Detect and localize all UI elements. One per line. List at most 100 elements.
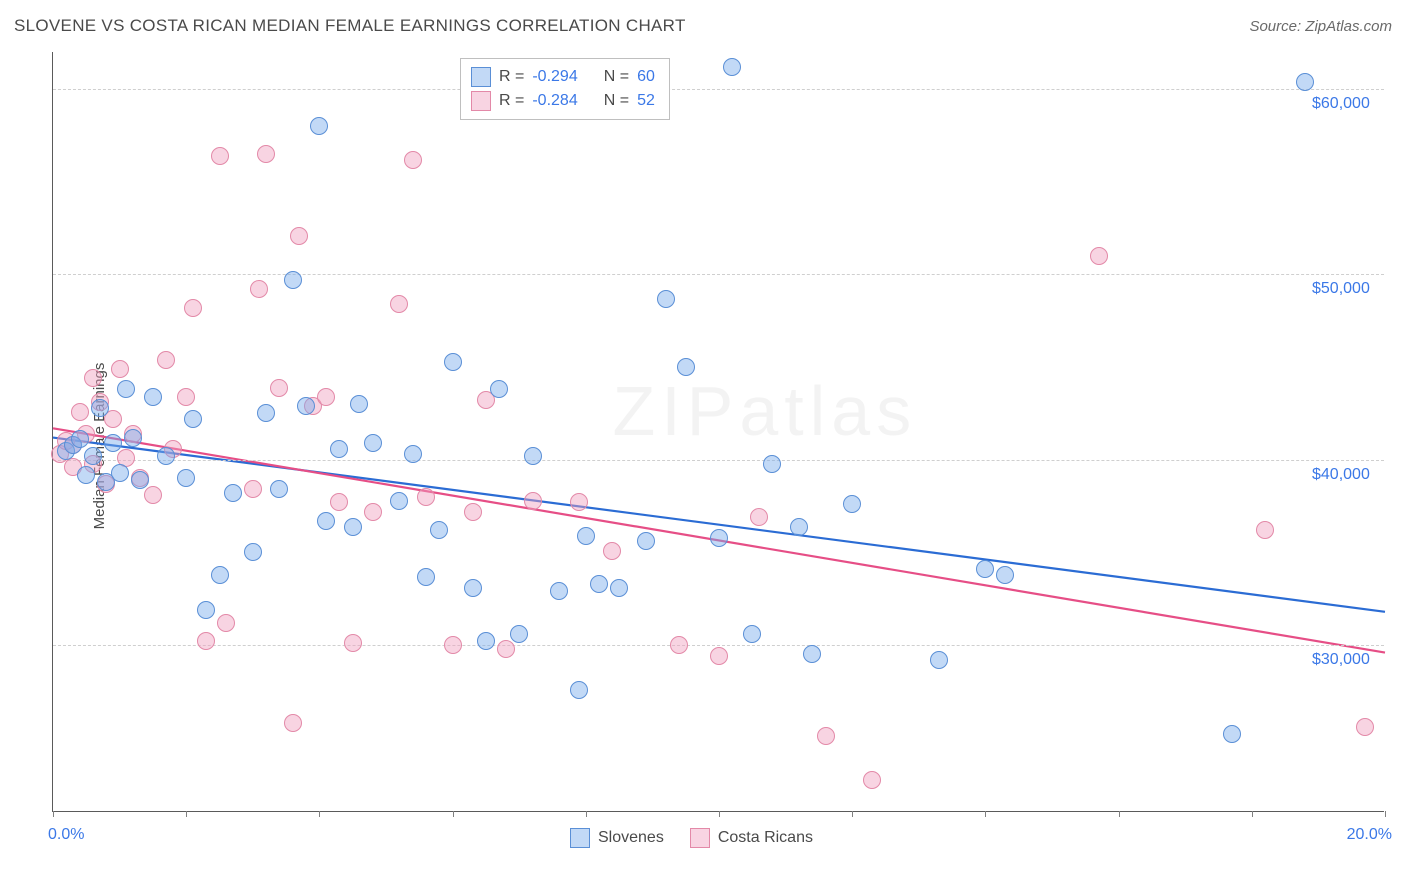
swatch-slovenes — [471, 67, 491, 87]
data-point — [77, 466, 95, 484]
trend-lines — [53, 52, 1384, 811]
data-point — [124, 429, 142, 447]
data-point — [330, 493, 348, 511]
data-point — [1356, 718, 1374, 736]
data-point — [743, 625, 761, 643]
chart-source: Source: ZipAtlas.com — [1249, 18, 1392, 35]
data-point — [1256, 521, 1274, 539]
n-label: N = — [604, 89, 629, 113]
legend-row-costa-ricans: R = -0.284 N = 52 — [471, 89, 655, 113]
data-point — [184, 410, 202, 428]
data-point — [723, 58, 741, 76]
data-point — [763, 455, 781, 473]
data-point — [444, 636, 462, 654]
data-point — [524, 492, 542, 510]
x-tick — [719, 811, 720, 817]
data-point — [817, 727, 835, 745]
x-axis-start-label: 0.0% — [48, 826, 84, 844]
data-point — [91, 399, 109, 417]
data-point — [364, 503, 382, 521]
data-point — [863, 771, 881, 789]
data-point — [297, 397, 315, 415]
data-point — [417, 488, 435, 506]
data-point — [364, 434, 382, 452]
data-point — [497, 640, 515, 658]
series-legend: Slovenes Costa Ricans — [570, 828, 813, 848]
data-point — [284, 714, 302, 732]
x-tick — [852, 811, 853, 817]
n-value-costa-ricans: 52 — [637, 89, 655, 113]
swatch-costa-ricans — [690, 828, 710, 848]
data-point — [710, 529, 728, 547]
data-point — [524, 447, 542, 465]
data-point — [670, 636, 688, 654]
data-point — [1090, 247, 1108, 265]
data-point — [750, 508, 768, 526]
n-label: N = — [604, 65, 629, 89]
data-point — [464, 579, 482, 597]
legend-label-slovenes: Slovenes — [598, 829, 664, 847]
data-point — [131, 471, 149, 489]
data-point — [490, 380, 508, 398]
chart-title: SLOVENE VS COSTA RICAN MEDIAN FEMALE EAR… — [14, 16, 686, 36]
legend-item-slovenes: Slovenes — [570, 828, 664, 848]
data-point — [603, 542, 621, 560]
y-tick-label: $30,000 — [1312, 651, 1370, 669]
data-point — [710, 647, 728, 665]
x-tick — [319, 811, 320, 817]
data-point — [290, 227, 308, 245]
data-point — [184, 299, 202, 317]
gridline — [53, 89, 1384, 90]
data-point — [144, 486, 162, 504]
data-point — [211, 566, 229, 584]
legend-row-slovenes: R = -0.294 N = 60 — [471, 65, 655, 89]
data-point — [550, 582, 568, 600]
data-point — [284, 271, 302, 289]
data-point — [610, 579, 628, 597]
r-value-costa-ricans: -0.284 — [532, 89, 577, 113]
data-point — [317, 512, 335, 530]
data-point — [404, 445, 422, 463]
data-point — [250, 280, 268, 298]
swatch-slovenes — [570, 828, 590, 848]
data-point — [257, 145, 275, 163]
x-tick — [1252, 811, 1253, 817]
data-point — [111, 464, 129, 482]
data-point — [244, 480, 262, 498]
data-point — [104, 434, 122, 452]
data-point — [157, 447, 175, 465]
data-point — [464, 503, 482, 521]
data-point — [117, 380, 135, 398]
data-point — [790, 518, 808, 536]
data-point — [211, 147, 229, 165]
data-point — [803, 645, 821, 663]
n-value-slovenes: 60 — [637, 65, 655, 89]
data-point — [1296, 73, 1314, 91]
data-point — [270, 379, 288, 397]
gridline — [53, 645, 1384, 646]
data-point — [996, 566, 1014, 584]
data-point — [637, 532, 655, 550]
swatch-costa-ricans — [471, 91, 491, 111]
y-tick-label: $40,000 — [1312, 466, 1370, 484]
data-point — [111, 360, 129, 378]
data-point — [590, 575, 608, 593]
data-point — [930, 651, 948, 669]
data-point — [657, 290, 675, 308]
legend-item-costa-ricans: Costa Ricans — [690, 828, 813, 848]
data-point — [417, 568, 435, 586]
data-point — [224, 484, 242, 502]
scatter-plot-area: ZIPatlas — [52, 52, 1384, 812]
data-point — [177, 469, 195, 487]
data-point — [270, 480, 288, 498]
data-point — [71, 430, 89, 448]
r-label: R = — [499, 65, 524, 89]
x-tick — [53, 811, 54, 817]
x-tick — [586, 811, 587, 817]
legend-label-costa-ricans: Costa Ricans — [718, 829, 813, 847]
data-point — [677, 358, 695, 376]
data-point — [477, 632, 495, 650]
data-point — [390, 295, 408, 313]
data-point — [976, 560, 994, 578]
data-point — [390, 492, 408, 510]
